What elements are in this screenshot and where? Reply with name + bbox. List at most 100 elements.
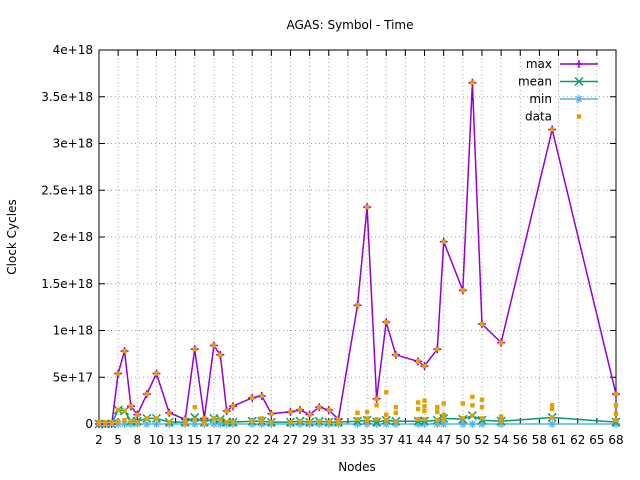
y-axis-label: Clock Cycles <box>5 199 19 274</box>
data-point <box>422 417 427 422</box>
data-point <box>326 407 331 413</box>
data-point <box>167 419 172 425</box>
data-point <box>355 410 360 415</box>
x-tick-label: 35 <box>359 433 374 447</box>
data-point <box>384 390 389 395</box>
data-point <box>269 411 274 416</box>
data-point <box>211 416 217 421</box>
data-point <box>317 404 322 410</box>
data-point <box>259 416 264 421</box>
data-point <box>364 204 370 210</box>
data-point <box>154 416 159 421</box>
data-point <box>479 397 485 402</box>
data-point <box>182 417 188 422</box>
legend-label-mean: mean <box>518 75 552 89</box>
data-point <box>435 404 440 410</box>
data-point <box>441 417 446 422</box>
data-point <box>441 239 446 244</box>
y-tick-label: 3e+18 <box>53 137 93 151</box>
data-point <box>218 352 223 358</box>
data-point <box>479 404 485 410</box>
data-point <box>441 401 446 406</box>
data-point <box>297 418 303 424</box>
x-tick-label: 20 <box>225 433 240 447</box>
marker-star-b <box>548 420 556 428</box>
x-tick-label: 24 <box>264 433 279 447</box>
x-tick-label: 15 <box>187 433 202 447</box>
data-point <box>460 416 466 421</box>
data-point <box>441 412 446 417</box>
data-point <box>259 418 264 424</box>
data-point <box>182 420 188 426</box>
data-point <box>115 371 121 376</box>
marker-star-b <box>469 420 476 428</box>
data-point <box>364 409 370 415</box>
data-point <box>613 391 619 397</box>
data-point <box>317 418 322 424</box>
data-point <box>364 416 370 421</box>
data-point <box>435 409 440 415</box>
legend-label-data: data <box>525 110 552 124</box>
data-point <box>355 303 360 308</box>
data-point <box>224 419 229 425</box>
x-tick-label: 17 <box>206 433 221 447</box>
data-point <box>249 395 255 401</box>
data-point <box>259 393 264 399</box>
data-point <box>549 127 555 132</box>
data-point <box>288 419 293 425</box>
data-point <box>393 418 398 424</box>
y-tick-label: 5e+17 <box>53 370 93 384</box>
x-tick-label: 41 <box>398 433 413 447</box>
data-point <box>307 412 312 417</box>
x-tick-label: 50 <box>455 433 470 447</box>
data-point <box>269 419 274 425</box>
marker-star-b <box>440 420 447 428</box>
x-tick-label: 44 <box>417 433 432 447</box>
marker-star-b <box>210 420 218 428</box>
x-tick-label: 33 <box>340 433 355 447</box>
data-point <box>415 400 421 405</box>
data-point <box>128 404 134 409</box>
series-layer <box>94 78 621 429</box>
data-point <box>122 418 127 423</box>
data-point <box>211 343 217 348</box>
data-point <box>355 417 360 422</box>
data-point <box>115 418 121 424</box>
y-tick-label: 2e+18 <box>53 230 93 244</box>
data-point <box>384 319 389 325</box>
data-point <box>498 418 504 424</box>
data-point <box>135 412 140 417</box>
data-point <box>498 414 504 419</box>
data-point <box>479 416 485 421</box>
data-point <box>326 419 331 425</box>
marker-star-b <box>191 420 199 428</box>
data-point <box>422 363 427 369</box>
data-point <box>109 419 114 425</box>
x-tick-label: 13 <box>168 433 183 447</box>
y-tick-label: 2.5e+18 <box>41 183 93 197</box>
data-point <box>460 288 466 293</box>
data-point <box>154 371 159 376</box>
data-point <box>192 404 197 410</box>
x-tick-label: 54 <box>493 433 508 447</box>
x-tick-label: 47 <box>436 433 451 447</box>
data-point <box>122 408 127 414</box>
x-tick-label: 52 <box>474 433 489 447</box>
data-point <box>384 412 389 417</box>
data-point <box>613 411 619 416</box>
x-tick-label: 65 <box>589 433 604 447</box>
x-tick-label: 22 <box>245 433 260 447</box>
data-point <box>549 403 555 408</box>
data-point <box>470 403 475 408</box>
data-point <box>613 403 619 408</box>
data-point <box>192 417 197 422</box>
data-point <box>470 413 475 418</box>
data-point <box>167 410 172 415</box>
x-tick-label: 8 <box>133 433 141 447</box>
x-tick-label: 29 <box>302 433 317 447</box>
data-point <box>549 415 555 420</box>
x-tick-label: 61 <box>551 433 566 447</box>
x-tick-label: 10 <box>149 433 164 447</box>
x-axis-label: Nodes <box>338 460 376 474</box>
